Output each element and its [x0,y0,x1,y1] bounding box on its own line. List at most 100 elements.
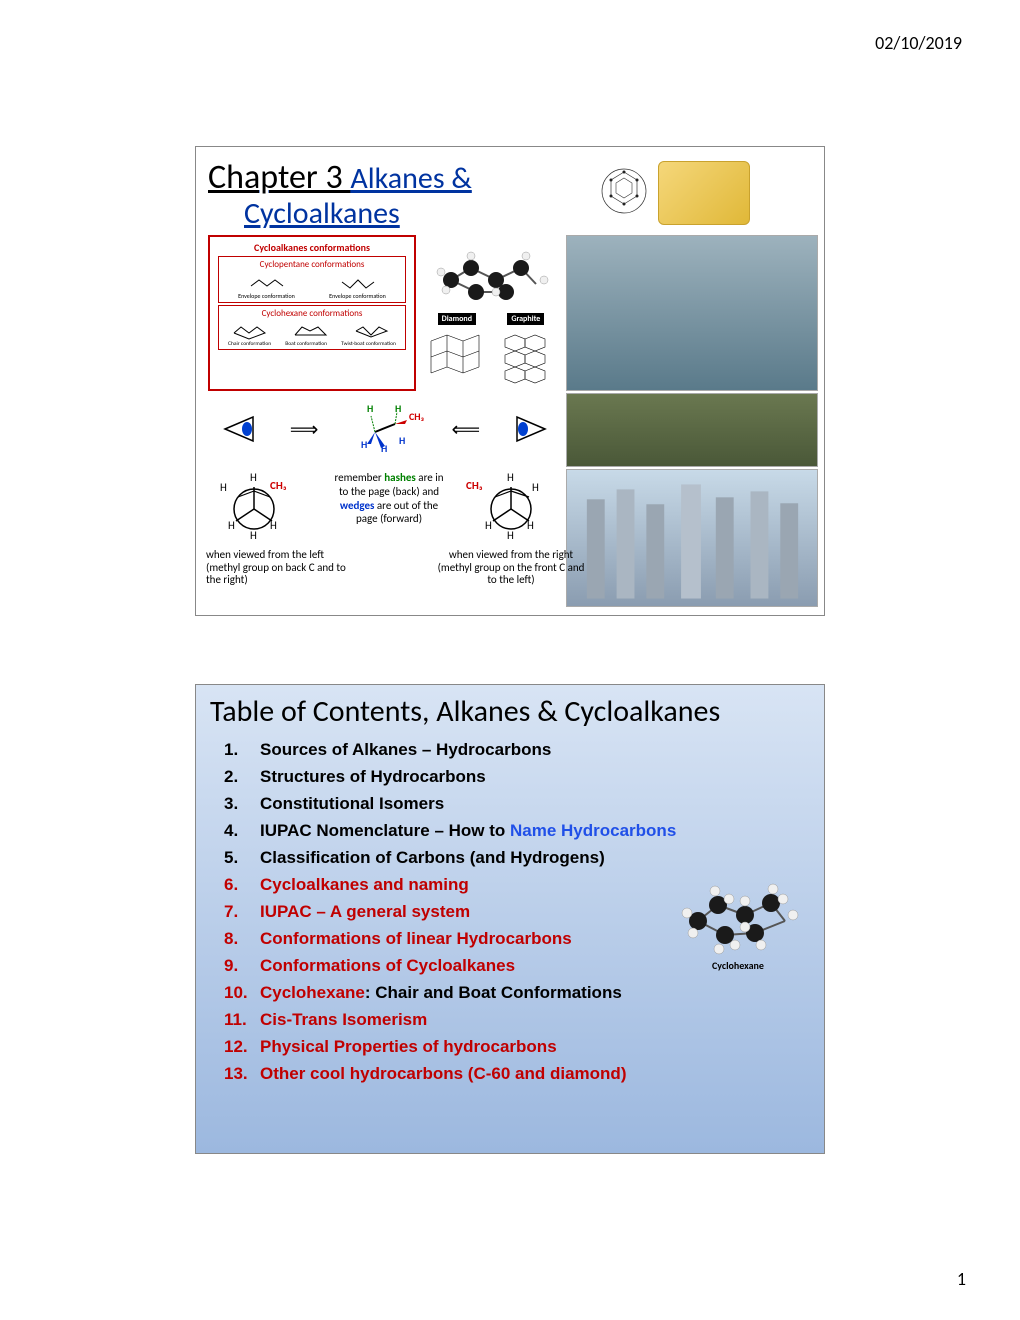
toc-item: 1.Sources of Alkanes – Hydrocarbons [224,736,804,763]
svg-text:H: H [527,519,534,532]
hashes-label: hashes [384,471,416,484]
cyclopentane-box: Cyclopentane conformations Envelope conf… [218,256,406,303]
cyclohexane-3d-model [422,239,560,309]
newman-caption-right: when viewed from the right (methyl group… [436,549,586,587]
toc-item-text: Constitutional Isomers [260,795,444,812]
conf-label: Twist-boat conformation [341,341,396,347]
toc-item-number: 7. [224,903,260,920]
toc-item-number: 2. [224,768,260,785]
toc-item-number: 5. [224,849,260,866]
svg-text:H: H [361,438,367,451]
toc-item-text: Cyclohexane: Chair and Boat Conformation… [260,984,622,1001]
toc-item-text: Structures of Hydrocarbons [260,768,486,785]
graphite-lattice [494,331,560,391]
eye-left-icon [219,407,263,451]
fullerene-icon [596,163,652,219]
refinery-photo [566,469,818,607]
svg-text:H: H [220,481,227,494]
toc-item-text: Cis-Trans Isomerism [260,1011,427,1028]
svg-text:H: H [395,402,401,415]
toc-item-number: 9. [224,957,260,974]
toc-title: Table of Contents, Alkanes & Cycloalkane… [196,685,824,736]
arrow-icon: ⟹ [290,417,319,442]
svg-text:H: H [270,519,277,532]
slide-table-of-contents: Table of Contents, Alkanes & Cycloalkane… [195,684,825,1154]
toc-item: 3.Constitutional Isomers [224,790,804,817]
toc-item-number: 12. [224,1038,260,1055]
toc-item: 13.Other cool hydrocarbons (C-60 and dia… [224,1060,804,1087]
svg-text:CH₃: CH₃ [466,479,483,492]
graphite-label: Graphite [507,313,544,325]
svg-text:H: H [507,471,514,484]
toc-item-number: 3. [224,795,260,812]
svg-text:H: H [485,519,492,532]
sawhorse-structure: H H CH₃ H H H [345,402,425,456]
carbon-allotrope-labels: Diamond Graphite [422,313,560,325]
newman-caption-left: when viewed from the left (methyl group … [206,549,356,587]
conformations-diagram: Cycloalkanes conformations Cyclopentane … [208,235,416,391]
arrow-icon: ⟸ [452,417,481,442]
toc-item-number: 4. [224,822,260,839]
slide-chapter-intro: Chapter 3 Alkanes & Cycloalkanes Cycloal… [195,146,825,616]
newman-left-projection: H CH₃ H H H H [214,467,294,543]
toc-item-number: 6. [224,876,260,893]
svg-text:H: H [228,519,235,532]
svg-text:H: H [250,529,257,542]
page-date: 02/10/2019 [875,32,962,54]
chapter-number: Chapter 3 [208,157,350,198]
metal-spheres-photo [566,393,818,467]
toc-item-text: Classification of Carbons (and Hydrogens… [260,849,605,866]
toc-item-number: 10. [224,984,260,1001]
toc-item: 5.Classification of Carbons (and Hydroge… [224,844,804,871]
note-text: remember [334,471,384,484]
toc-item-text: IUPAC Nomenclature – How to Name Hydroca… [260,822,676,839]
toc-item: 10.Cyclohexane: Chair and Boat Conformat… [224,979,804,1006]
wedge-hash-note: remember hashes are in to the page (back… [334,471,444,526]
newman-projection-diagram: ⟹ H H CH₃ H H H ⟸ remember ha [206,399,564,599]
diamond-label: Diamond [438,313,476,325]
carbon-lattice-diagrams [422,331,560,391]
svg-text:H: H [250,471,257,484]
page-number: 1 [957,1268,966,1290]
conformations-header: Cycloalkanes conformations [214,241,410,254]
tar-pit-photo [566,235,818,391]
toc-item: 11.Cis-Trans Isomerism [224,1006,804,1033]
toc-item-number: 11. [224,1011,260,1028]
toc-item: 2.Structures of Hydrocarbons [224,763,804,790]
beeswax-image [658,161,750,225]
toc-item-text: Sources of Alkanes – Hydrocarbons [260,741,551,758]
cyclohexane-title: Cyclohexane conformations [221,308,403,319]
svg-text:H: H [399,434,405,447]
toc-item-text: IUPAC – A general system [260,903,470,920]
chapter-title-line2: Cycloalkanes [244,195,400,232]
toc-item-number: 13. [224,1065,260,1082]
svg-text:CH₃: CH₃ [409,410,425,423]
toc-item: 4.IUPAC Nomenclature – How to Name Hydro… [224,817,804,844]
toc-item-text: Conformations of Cycloalkanes [260,957,515,974]
toc-item-number: 8. [224,930,260,947]
svg-text:H: H [507,529,514,542]
conf-label: Boat conformation [285,341,327,347]
eye-right-icon [507,407,551,451]
svg-text:H: H [532,481,539,494]
svg-text:H: H [367,402,373,415]
chapter-title-part1: Alkanes & [350,160,471,197]
conf-label: Envelope conformation [238,292,295,300]
cyclohexane-box: Cyclohexane conformations Chair conforma… [218,305,406,350]
wedges-label: wedges [340,499,375,512]
cyclohexane-caption: Cyclohexane [712,959,764,972]
svg-text:CH₃: CH₃ [270,479,287,492]
diamond-lattice [422,331,488,391]
conf-label: Envelope conformation [329,292,386,300]
cyclohexane-model-image: Cyclohexane [668,871,808,972]
conf-label: Chair conformation [228,341,271,347]
toc-item: 12.Physical Properties of hydrocarbons [224,1033,804,1060]
toc-item-text: Other cool hydrocarbons (C-60 and diamon… [260,1065,626,1082]
toc-item-text: Conformations of linear Hydrocarbons [260,930,572,947]
chapter-title-line1: Chapter 3 Alkanes & [208,157,472,198]
toc-item-number: 1. [224,741,260,758]
toc-item-text: Physical Properties of hydrocarbons [260,1038,557,1055]
cyclopentane-title: Cyclopentane conformations [221,259,403,270]
newman-right-projection: CH₃ H H H H H [466,467,556,543]
toc-item-text: Cycloalkanes and naming [260,876,469,893]
